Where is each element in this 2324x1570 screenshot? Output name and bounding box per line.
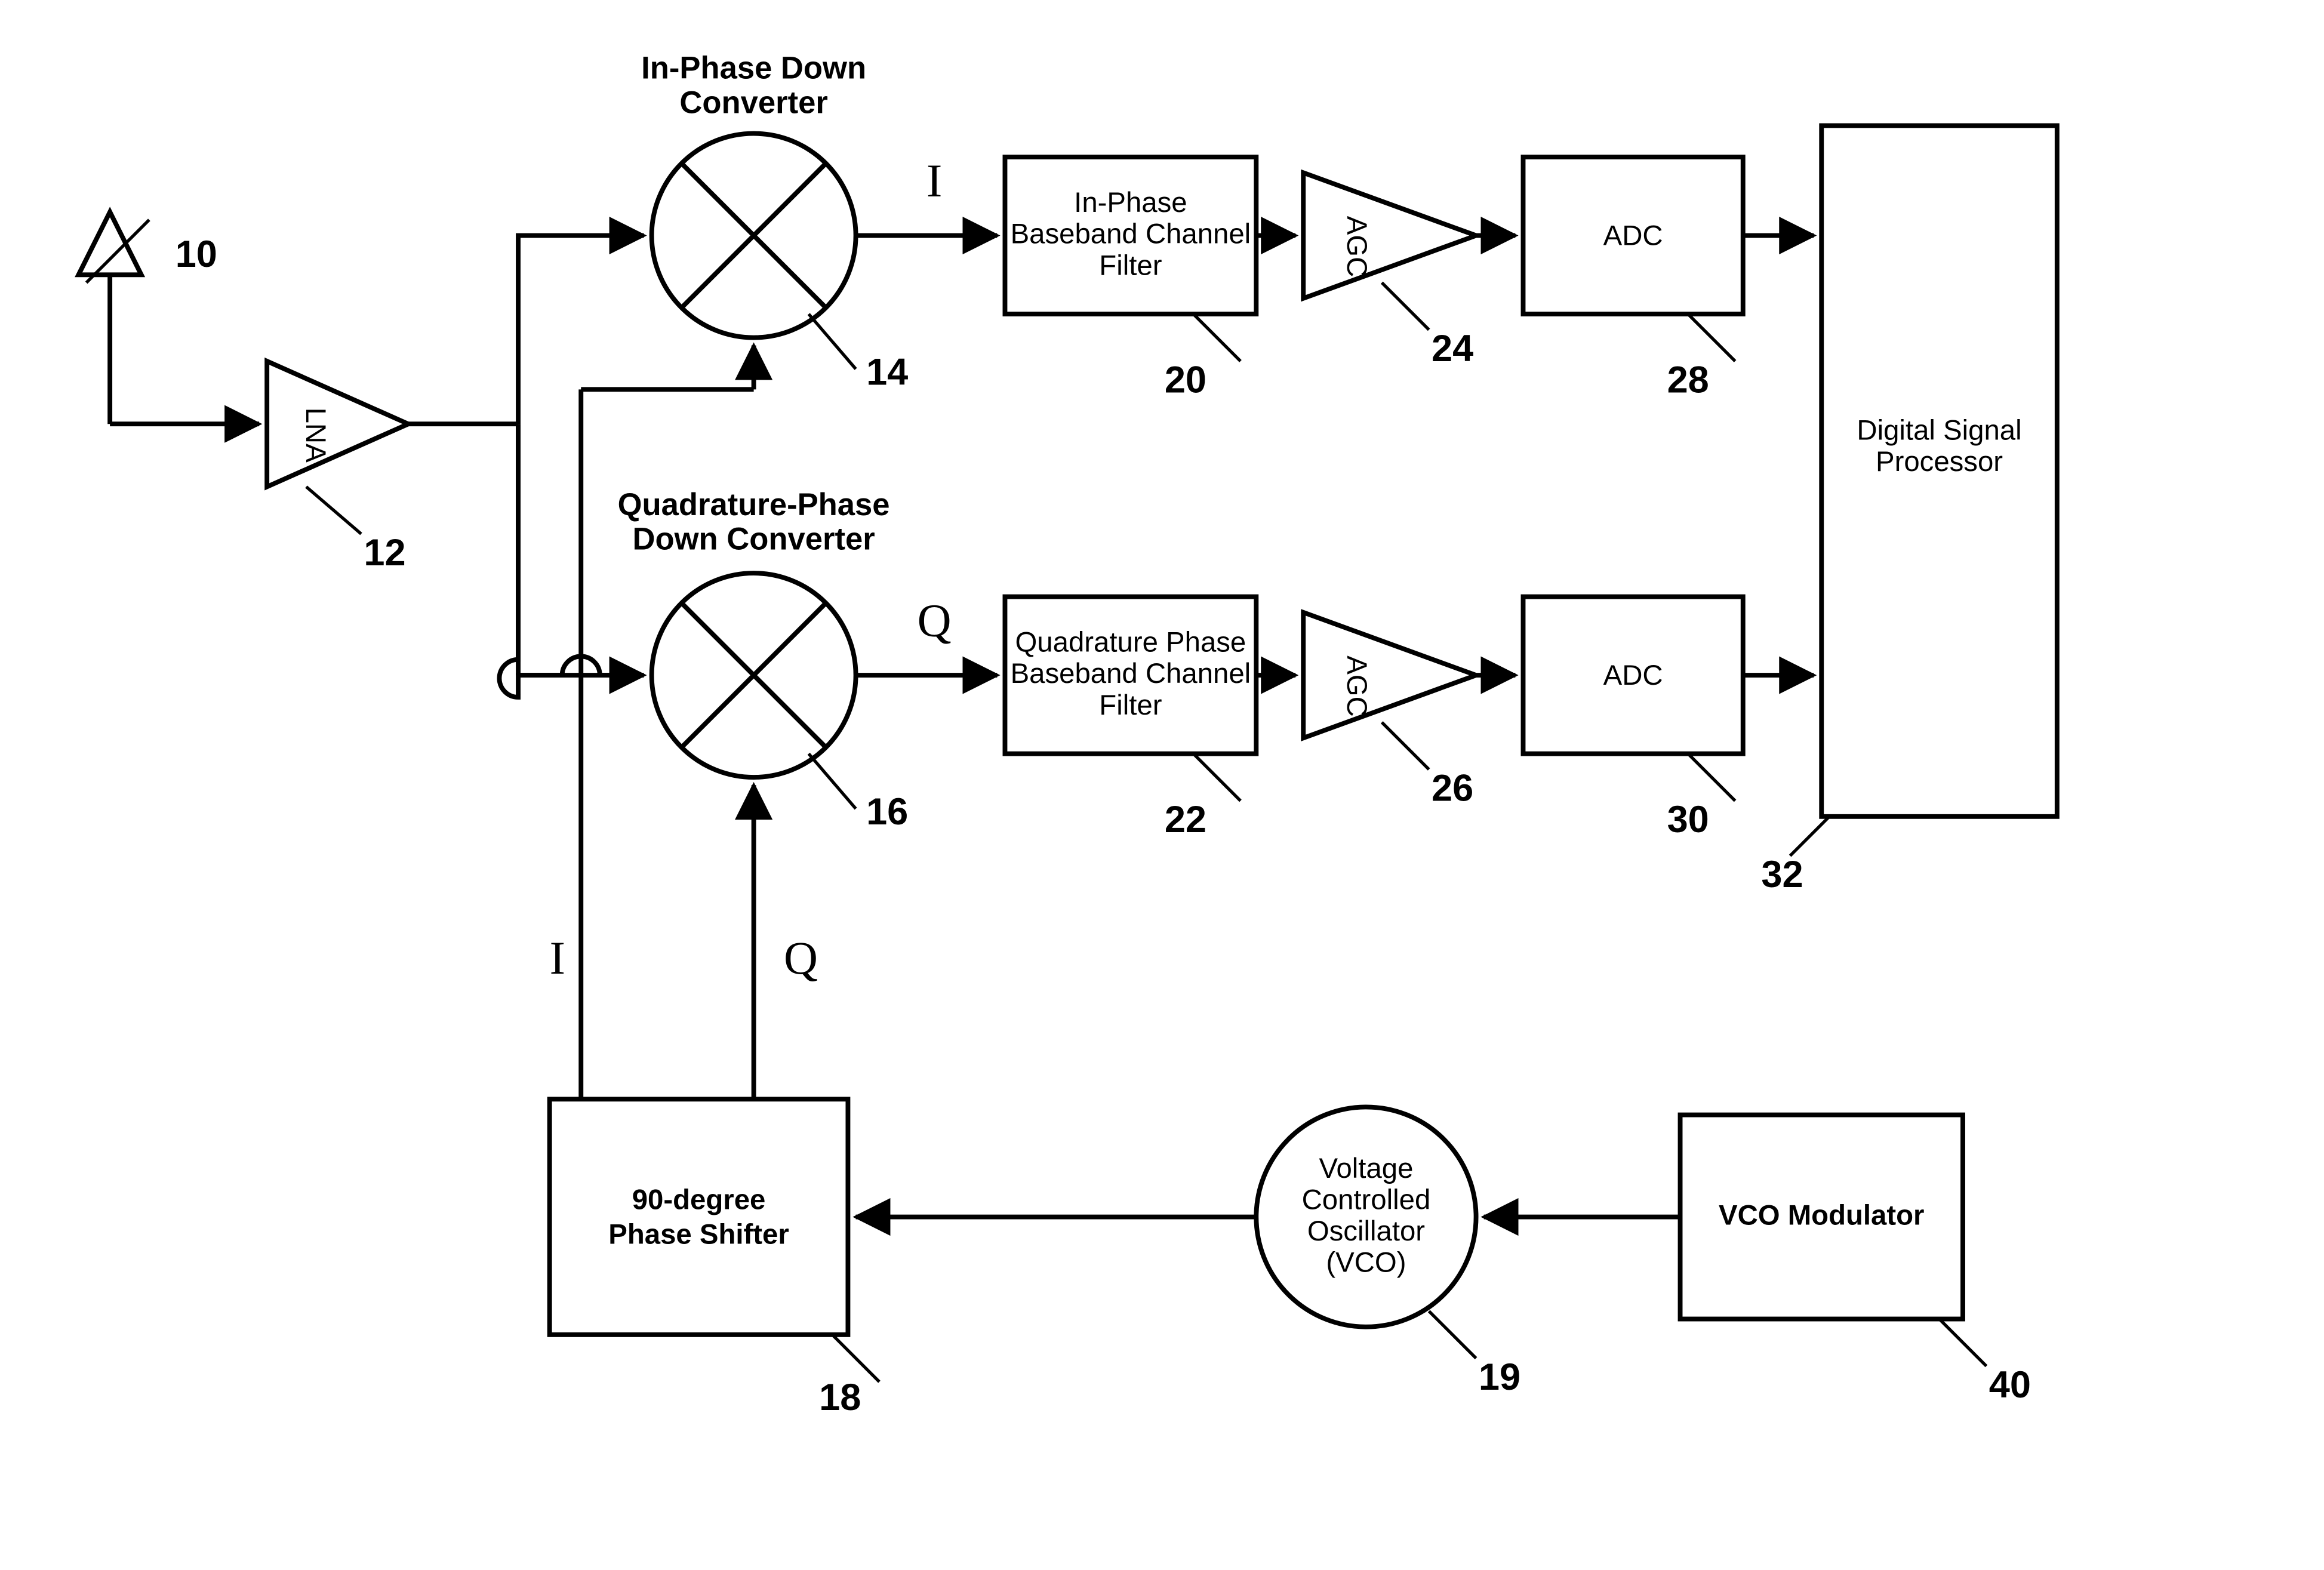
agc-quadrature: AGC xyxy=(1303,612,1476,769)
label-lo-q: Q xyxy=(784,932,818,984)
ref-agc-i: 24 xyxy=(1432,328,1473,370)
svg-text:Baseband Channel: Baseband Channel xyxy=(1011,218,1251,250)
adc-quadrature: ADC xyxy=(1523,597,1743,801)
mixer-quadrature xyxy=(652,573,856,809)
svg-text:Voltage: Voltage xyxy=(1319,1153,1413,1184)
filter-quadrature: Quadrature Phase Baseband Channel Filter xyxy=(1005,597,1256,801)
ref-antenna: 10 xyxy=(176,233,217,275)
svg-text:In-Phase: In-Phase xyxy=(1074,187,1187,218)
block-diagram: 10 LNA 12 In-Phase Down Converter 14 Qua… xyxy=(0,0,2324,1570)
svg-text:Baseband Channel: Baseband Channel xyxy=(1011,658,1251,689)
svg-text:Filter: Filter xyxy=(1099,250,1162,281)
svg-text:Oscillator: Oscillator xyxy=(1307,1215,1425,1247)
filter-in-phase: In-Phase Baseband Channel Filter xyxy=(1005,157,1256,361)
mixer-q-title-2: Down Converter xyxy=(632,522,875,557)
ref-mixer-q: 16 xyxy=(866,791,908,833)
ref-filter-i: 20 xyxy=(1165,359,1206,401)
mixer-i-title-1: In-Phase Down xyxy=(641,51,866,86)
vco-modulator: VCO Modulator xyxy=(1680,1115,1987,1366)
svg-text:Controlled: Controlled xyxy=(1302,1184,1431,1215)
svg-text:VCO Modulator: VCO Modulator xyxy=(1719,1200,1924,1232)
phase-shifter: 90-degree Phase Shifter xyxy=(550,1099,879,1381)
ref-agc-q: 26 xyxy=(1432,767,1473,809)
svg-text:AGC: AGC xyxy=(1341,216,1372,278)
vco: Voltage Controlled Oscillator (VCO) xyxy=(1256,1107,1476,1358)
ref-mixer-i: 14 xyxy=(866,351,908,393)
mixer-q-title-1: Quadrature-Phase xyxy=(618,487,890,522)
label-q-signal: Q xyxy=(918,595,952,647)
ref-filter-q: 22 xyxy=(1165,799,1206,841)
svg-text:Digital Signal: Digital Signal xyxy=(1857,415,2021,447)
ref-adc-i: 28 xyxy=(1667,359,1709,401)
label-lo-i: I xyxy=(550,932,565,984)
adc-in-phase: ADC xyxy=(1523,157,1743,361)
svg-text:90-degree: 90-degree xyxy=(632,1184,766,1215)
ref-dsp: 32 xyxy=(1761,854,1803,895)
ref-vco-mod: 40 xyxy=(1989,1364,2031,1406)
svg-text:AGC: AGC xyxy=(1341,655,1372,717)
svg-text:Phase Shifter: Phase Shifter xyxy=(608,1218,789,1250)
mixer-in-phase xyxy=(652,134,856,370)
svg-text:Processor: Processor xyxy=(1876,446,2003,478)
mixer-i-title-2: Converter xyxy=(679,85,827,120)
ref-adc-q: 30 xyxy=(1667,799,1709,841)
svg-text:(VCO): (VCO) xyxy=(1326,1247,1406,1279)
agc-in-phase: AGC xyxy=(1303,173,1476,330)
svg-text:ADC: ADC xyxy=(1603,220,1663,251)
svg-text:Filter: Filter xyxy=(1099,689,1162,721)
digital-signal-processor: Digital Signal Processor xyxy=(1790,125,2057,855)
lna-amplifier: LNA xyxy=(267,361,408,534)
svg-text:ADC: ADC xyxy=(1603,660,1663,691)
svg-text:Quadrature Phase: Quadrature Phase xyxy=(1015,627,1246,658)
ref-vco: 19 xyxy=(1479,1356,1520,1398)
ref-lna: 12 xyxy=(364,532,405,574)
svg-text:LNA: LNA xyxy=(300,408,331,463)
ref-phase-shifter: 18 xyxy=(819,1377,861,1418)
antenna xyxy=(79,212,149,424)
label-i-signal: I xyxy=(926,155,942,207)
